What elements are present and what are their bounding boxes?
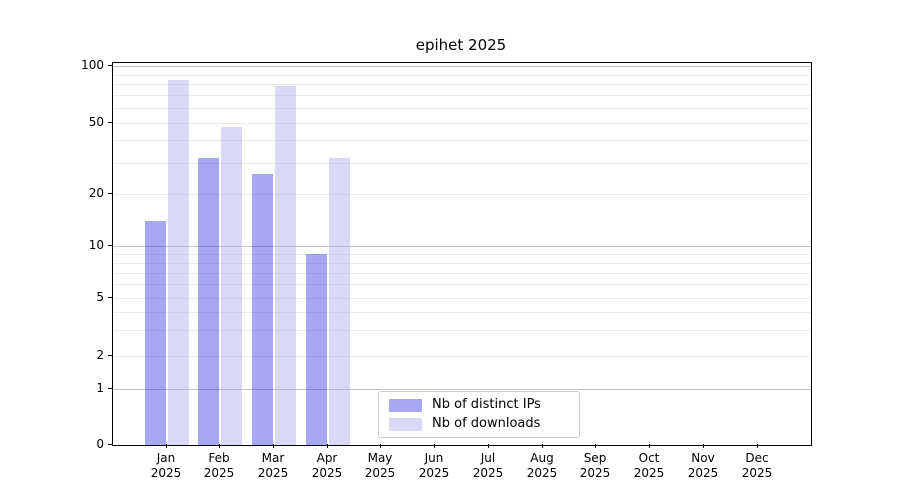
legend-item-distinct-ips: Nb of distinct IPs: [389, 397, 571, 413]
y-tick-mark-5: [108, 297, 112, 298]
bar-distinct-ips-jan: [144, 221, 166, 445]
y-tick-label-100: 100: [81, 58, 104, 72]
x-tick-label-nov: Nov 2025: [687, 451, 719, 480]
y-tick-label-2: 2: [96, 348, 104, 362]
gridline-50: [113, 123, 811, 124]
bar-downloads-jan: [167, 79, 189, 445]
y-tick-mark-10: [108, 245, 112, 246]
x-tick-mark-apr: [327, 444, 328, 448]
x-tick-label-aug: Aug 2025: [526, 451, 558, 480]
gridline-4: [113, 312, 811, 313]
gridline-9: [113, 254, 811, 255]
x-tick-label-jul: Jul 2025: [472, 451, 504, 480]
x-tick-mark-mar: [273, 444, 274, 448]
x-tick-label-jun: Jun 2025: [418, 451, 450, 480]
x-tick-mark-jul: [488, 444, 489, 448]
legend-swatch-distinct-ips: [389, 398, 422, 412]
y-tick-label-0: 0: [96, 437, 104, 451]
x-tick-label-oct: Oct 2025: [633, 451, 665, 480]
gridline-100: [113, 66, 811, 67]
x-tick-mark-sep: [595, 444, 596, 448]
x-tick-label-apr: Apr 2025: [311, 451, 343, 480]
x-tick-mark-jan: [166, 444, 167, 448]
x-tick-label-may: May 2025: [364, 451, 396, 480]
gridline-10: [113, 246, 811, 247]
gridline-20: [113, 194, 811, 195]
plot-area: [112, 62, 812, 446]
legend: Nb of distinct IPs Nb of downloads: [378, 391, 580, 438]
x-tick-label-mar: Mar 2025: [257, 451, 289, 480]
gridline-6: [113, 284, 811, 285]
gridline-30: [113, 163, 811, 164]
y-tick-mark-20: [108, 193, 112, 194]
gridline-3: [113, 330, 811, 331]
y-tick-label-1: 1: [96, 381, 104, 395]
x-tick-label-sep: Sep 2025: [579, 451, 611, 480]
chart-title: epihet 2025: [415, 36, 507, 54]
bar-downloads-apr: [328, 158, 350, 445]
x-tick-mark-nov: [703, 444, 704, 448]
x-tick-mark-feb: [219, 444, 220, 448]
x-tick-mark-jun: [434, 444, 435, 448]
y-tick-label-50: 50: [88, 115, 104, 129]
y-tick-label-5: 5: [96, 290, 104, 304]
gridline-1: [113, 389, 811, 390]
legend-item-downloads: Nb of downloads: [389, 416, 571, 432]
y-tick-label-20: 20: [88, 186, 104, 200]
y-tick-mark-2: [108, 355, 112, 356]
x-tick-mark-oct: [649, 444, 650, 448]
gridline-80: [113, 84, 811, 85]
bar-distinct-ips-mar: [252, 174, 273, 445]
gridline-90: [113, 75, 811, 76]
x-tick-label-dec: Dec 2025: [741, 451, 773, 480]
y-tick-label-10: 10: [88, 238, 104, 252]
legend-swatch-downloads: [389, 417, 422, 431]
x-tick-label-jan: Jan 2025: [150, 451, 182, 480]
gridline-60: [113, 108, 811, 109]
y-tick-mark-50: [108, 122, 112, 123]
gridline-70: [113, 95, 811, 96]
x-tick-mark-aug: [542, 444, 543, 448]
y-tick-mark-100: [108, 65, 112, 66]
bar-downloads-feb: [221, 126, 243, 445]
y-tick-mark-0: [108, 444, 112, 445]
legend-label-distinct-ips: Nb of distinct IPs: [432, 397, 541, 412]
x-tick-label-feb: Feb 2025: [203, 451, 235, 480]
x-tick-mark-dec: [757, 444, 758, 448]
x-tick-mark-may: [380, 444, 381, 448]
gridline-8: [113, 263, 811, 264]
gridline-40: [113, 140, 811, 141]
bar-distinct-ips-feb: [198, 158, 220, 445]
gridline-7: [113, 273, 811, 274]
y-tick-mark-1: [108, 388, 112, 389]
legend-label-downloads: Nb of downloads: [432, 416, 541, 431]
gridline-5: [113, 298, 811, 299]
bar-distinct-ips-apr: [305, 254, 327, 445]
gridline-2: [113, 356, 811, 357]
bar-downloads-mar: [275, 85, 296, 445]
